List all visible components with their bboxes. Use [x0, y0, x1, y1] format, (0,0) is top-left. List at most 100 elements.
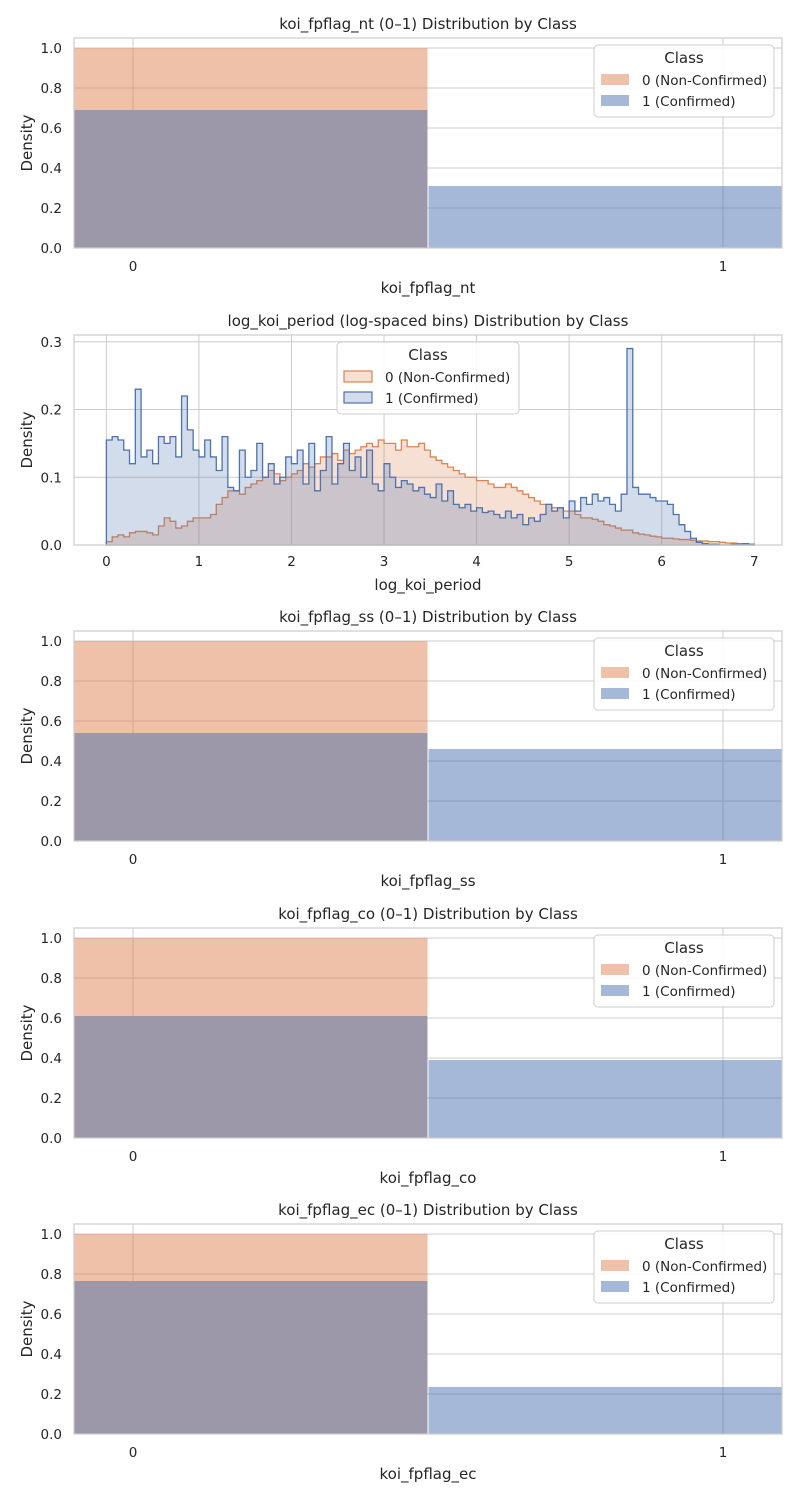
legend-entry: 0 (Non-Confirmed): [385, 370, 510, 386]
legend-swatch: [601, 688, 629, 699]
y-tick-label: 0.0: [41, 241, 62, 257]
legend-title: Class: [664, 49, 704, 67]
series-class0-step: [105, 439, 755, 546]
legend-title: Class: [664, 1235, 704, 1253]
legend-entry: 1 (Confirmed): [642, 1280, 736, 1296]
legend-swatch: [601, 985, 629, 996]
y-tick-label: 0.6: [41, 1011, 62, 1027]
y-tick-label: 0.0: [41, 1427, 62, 1443]
legend-title: Class: [408, 346, 448, 364]
legend-entry: 1 (Confirmed): [642, 984, 736, 1000]
y-tick-label: 0.4: [41, 161, 62, 177]
bar-overlap: [74, 110, 428, 248]
legend-entry: 0 (Non-Confirmed): [642, 666, 767, 682]
x-tick-label: 1: [195, 554, 204, 570]
chart-title: koi_fpflag_ss (0–1) Distribution by Clas…: [279, 608, 577, 627]
legend-swatch: [601, 964, 629, 975]
legend-title: Class: [664, 642, 704, 660]
y-tick-label: 0.8: [41, 674, 62, 690]
x-tick-label: 4: [472, 554, 481, 570]
bar-class0: [74, 641, 428, 733]
legend-box: [593, 637, 775, 711]
legend-swatch: [601, 667, 629, 678]
axes-frame: [73, 630, 783, 842]
y-tick-label: 0.6: [41, 714, 62, 730]
y-tick-label: 0.2: [41, 1091, 62, 1107]
legend-entry: 0 (Non-Confirmed): [642, 1259, 767, 1275]
x-axis-label: koi_fpflag_co: [380, 1169, 477, 1188]
legend-swatch: [601, 1260, 629, 1271]
legend-box: [593, 44, 775, 118]
x-tick-label: 0: [129, 1149, 138, 1165]
legend-swatch: [601, 95, 629, 106]
x-tick-label: 0: [129, 259, 138, 275]
y-axis-label: Density: [18, 1004, 36, 1061]
y-tick-label: 0.2: [41, 201, 62, 217]
y-axis-label: Density: [18, 114, 36, 171]
y-tick-label: 0.8: [41, 971, 62, 987]
x-axis-label: log_koi_period: [374, 576, 481, 595]
legend-swatch: [343, 391, 373, 404]
legend-entry: 1 (Confirmed): [642, 687, 736, 703]
y-tick-label: 1.0: [41, 1227, 62, 1243]
chart-panel-2: koi_fpflag_ss (0–1) Distribution by Clas…: [18, 608, 783, 891]
x-tick-label: 3: [380, 554, 389, 570]
chart-panel-0: koi_fpflag_nt (0–1) Distribution by Clas…: [18, 15, 783, 298]
y-tick-label: 0.2: [41, 403, 62, 419]
x-tick-label: 1: [719, 259, 728, 275]
y-tick-label: 0.6: [41, 1307, 62, 1323]
x-tick-label: 2: [287, 554, 296, 570]
bar-class1: [428, 1060, 782, 1138]
x-tick-label: 1: [719, 852, 728, 868]
legend-swatch: [343, 370, 373, 383]
axes-frame: [73, 927, 783, 1139]
bar-class0: [74, 48, 428, 110]
series-class1-step: [105, 347, 755, 546]
axes-frame: [73, 1223, 783, 1435]
bar-class0: [74, 938, 428, 1016]
y-tick-label: 1.0: [41, 41, 62, 57]
x-tick-label: 1: [719, 1149, 728, 1165]
x-tick-label: 5: [565, 554, 574, 570]
y-tick-label: 1.0: [41, 931, 62, 947]
legend-entry: 0 (Non-Confirmed): [642, 963, 767, 979]
bar-overlap: [74, 1016, 428, 1138]
legend-box: [593, 1230, 775, 1304]
axes-frame: [73, 37, 783, 249]
legend-box: [336, 341, 520, 415]
legend-entry: 0 (Non-Confirmed): [642, 73, 767, 89]
y-tick-label: 0.4: [41, 1051, 62, 1067]
y-tick-label: 0.0: [41, 538, 62, 554]
x-tick-label: 7: [750, 554, 759, 570]
bar-class0: [74, 1234, 428, 1281]
bar-overlap: [74, 1281, 428, 1434]
bar-class1: [428, 749, 782, 841]
x-tick-label: 1: [719, 1445, 728, 1461]
y-tick-label: 1.0: [41, 634, 62, 650]
legend-swatch: [601, 1281, 629, 1292]
legend-entry: 1 (Confirmed): [385, 391, 479, 407]
bar-overlap: [74, 733, 428, 841]
chart-title: log_koi_period (log-spaced bins) Distrib…: [228, 312, 629, 331]
y-tick-label: 0.4: [41, 754, 62, 770]
bar-class1: [428, 1387, 782, 1434]
y-tick-label: 0.8: [41, 1267, 62, 1283]
y-tick-label: 0.3: [41, 335, 62, 351]
y-tick-label: 0.2: [41, 1387, 62, 1403]
y-tick-label: 0.0: [41, 1131, 62, 1147]
y-axis-label: Density: [18, 1300, 36, 1357]
y-axis-label: Density: [18, 707, 36, 764]
x-axis-label: koi_fpflag_nt: [381, 279, 476, 298]
chart-panel-1: log_koi_period (log-spaced bins) Distrib…: [18, 312, 783, 595]
y-tick-label: 0.2: [41, 794, 62, 810]
x-tick-label: 6: [657, 554, 666, 570]
chart-panel-3: koi_fpflag_co (0–1) Distribution by Clas…: [18, 905, 783, 1188]
y-tick-label: 0.4: [41, 1347, 62, 1363]
x-tick-label: 0: [102, 554, 111, 570]
chart-title: koi_fpflag_nt (0–1) Distribution by Clas…: [279, 15, 577, 34]
legend-title: Class: [664, 939, 704, 957]
x-tick-label: 0: [129, 1445, 138, 1461]
axes-frame: [73, 334, 783, 546]
y-tick-label: 0.1: [41, 470, 62, 486]
